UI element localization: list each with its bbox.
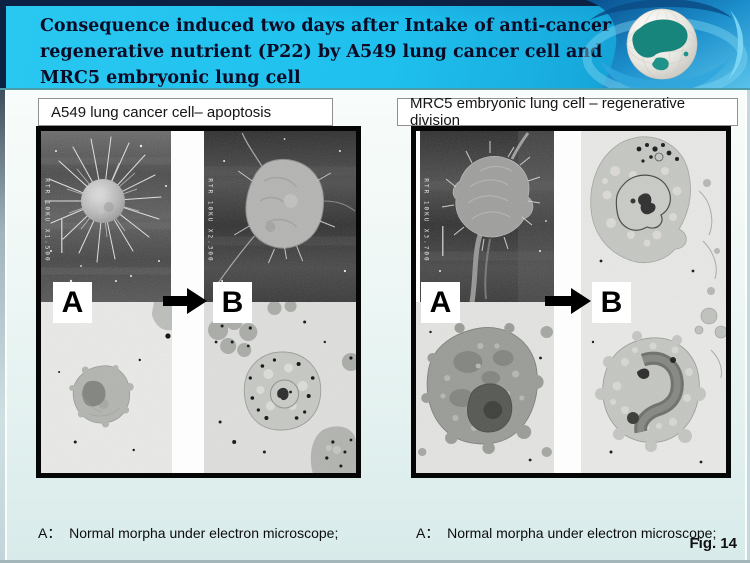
globe-graphic: [560, 0, 750, 99]
tem-image-a549-normal: [41, 302, 172, 473]
caption-line: A： Normal morpha under electron microsco…: [416, 524, 717, 541]
panel-label-a549: A549 lung cancer cell– apoptosis: [38, 98, 333, 126]
slide-edge-right: [747, 90, 750, 560]
slide-header: Consequence induced two days after Intak…: [6, 0, 750, 99]
figure-label: Fig. 14: [689, 535, 737, 552]
em-panel-mrc5: RTR 10KU X3.700: [411, 126, 731, 478]
arrow-right-icon: [163, 288, 207, 319]
title-line-2: regenerative nutrient (P22) by A549 lung…: [40, 42, 603, 62]
arrow-right-icon: [545, 288, 591, 319]
tem-image-mrc5-normal-bottom: [416, 302, 554, 473]
slide-title: Consequence induced two days after Intak…: [6, 6, 750, 91]
panel-label-mrc5: MRC5 embryonic lung cell – regenerative …: [397, 95, 738, 129]
tem-image-mrc5-division: [581, 302, 726, 473]
slide-edge-left: [0, 90, 5, 560]
caption-mrc5: A： Normal morpha under electron microsco…: [416, 486, 746, 563]
sem-image-mrc5-normal: RTR 10KU X3.700: [420, 131, 554, 302]
marker-b-left: B: [213, 282, 252, 323]
title-line-3: MRC5 embryonic lung cell: [40, 68, 301, 88]
tem-image-mrc5-after-top: [581, 131, 726, 302]
sem-image-a549-normal: RTR 10KU X1.500: [41, 131, 171, 302]
marker-a-left: A: [53, 282, 92, 323]
slide-edge-bottom: [0, 560, 750, 563]
sem-image-a549-after: RTR 10KU X2.300: [204, 131, 356, 302]
caption-line: A： Normal morpha under electron microsco…: [38, 524, 339, 541]
caption-a549: A： Normal morpha under electron microsco…: [38, 486, 386, 563]
marker-a-right: A: [421, 282, 460, 323]
tem-image-a549-apoptosis: [204, 302, 356, 473]
title-line-1: Consequence induced two days after Intak…: [40, 16, 612, 36]
em-panel-a549: RTR 10KU X1.500 RTR 10KU X2.300: [36, 126, 361, 478]
marker-b-right: B: [592, 282, 631, 323]
header-divider: [0, 88, 750, 90]
